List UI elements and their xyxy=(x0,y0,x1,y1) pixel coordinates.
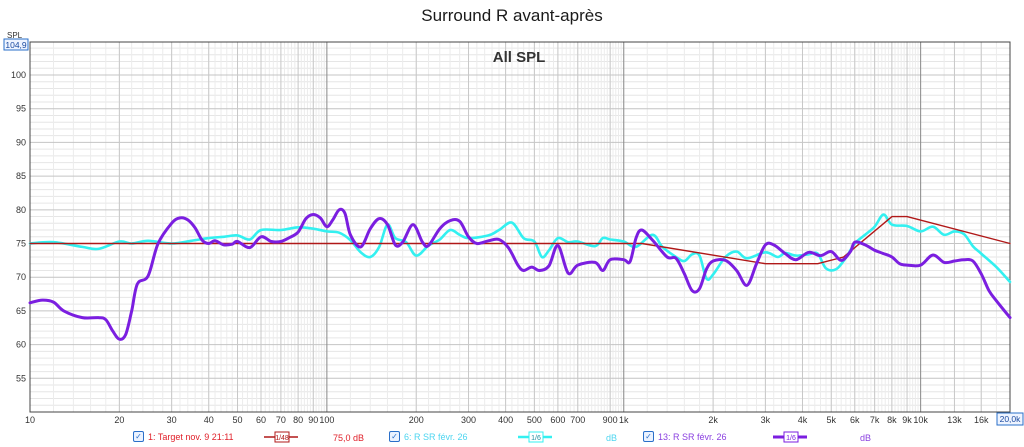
smoothing-swatch-series-13[interactable]: 1/6 xyxy=(773,431,807,443)
legend-value-target: 75,0 dB xyxy=(333,433,365,443)
x-tick-label: 80 xyxy=(293,415,303,425)
x-tick-label: 100 xyxy=(319,415,334,425)
series-line-2 xyxy=(28,207,1012,341)
x-tick-label: 2k xyxy=(708,415,718,425)
y-tick-label: 95 xyxy=(16,104,26,114)
x-tick-label: 10 xyxy=(25,415,35,425)
x-tick-label: 500 xyxy=(527,415,542,425)
checkbox-icon[interactable]: ✓ xyxy=(389,431,400,442)
y-tick-label: 65 xyxy=(16,306,26,316)
x-tick-label: 1k xyxy=(619,415,629,425)
legend-item-series-6[interactable]: ✓ 6: R SR févr. 26 xyxy=(389,431,468,442)
x-tick-label: 7k xyxy=(870,415,880,425)
x-tick-label: 30 xyxy=(167,415,177,425)
x-tick-label: 60 xyxy=(256,415,266,425)
x-tick-label: 20 xyxy=(114,415,124,425)
y-tick-label: 60 xyxy=(16,340,26,350)
smoothing-label: 1/48 xyxy=(275,435,289,442)
chart-subtitle: All SPL xyxy=(493,49,546,66)
y-tick-label: 85 xyxy=(16,171,26,181)
legend-value-series-13: dB xyxy=(860,433,872,443)
x-tick-label: 40 xyxy=(204,415,214,425)
legend-value-series-6: dB xyxy=(606,433,618,443)
y-tick-label: 100 xyxy=(11,70,26,80)
x-tick-label: 700 xyxy=(570,415,585,425)
y-tick-label: 80 xyxy=(16,205,26,215)
y-tick-label: 55 xyxy=(16,373,26,383)
x-tick-label: 8k xyxy=(887,415,897,425)
smoothing-swatch-target[interactable]: 1/48 xyxy=(264,431,298,443)
x-tick-label: 3k xyxy=(761,415,771,425)
legend: ✓ 1: Target nov. 9 21:11 1/48 75,0 dB ✓ … xyxy=(0,428,1024,447)
x-tick-label: 16k xyxy=(974,415,989,425)
smoothing-label: 1/6 xyxy=(531,435,541,442)
y-tick-label: 75 xyxy=(16,239,26,249)
smoothing-swatch-series-6[interactable]: 1/6 xyxy=(518,431,552,443)
x-tick-label: 200 xyxy=(409,415,424,425)
series-line-0 xyxy=(29,215,1011,265)
x-tick-label: 4k xyxy=(798,415,808,425)
x-tick-label: 9k xyxy=(902,415,912,425)
x-tick-label: 13k xyxy=(947,415,962,425)
x-tick-label: 70 xyxy=(276,415,286,425)
x-tick-label: 90 xyxy=(308,415,318,425)
checkbox-icon[interactable]: ✓ xyxy=(133,431,144,442)
legend-label: 13: R SR févr. 26 xyxy=(658,431,727,442)
checkbox-icon[interactable]: ✓ xyxy=(643,431,654,442)
legend-item-series-13[interactable]: ✓ 13: R SR févr. 26 xyxy=(643,431,727,442)
legend-label: 6: R SR févr. 26 xyxy=(404,431,468,442)
x-tick-label: 600 xyxy=(550,415,565,425)
smoothing-label: 1/6 xyxy=(786,435,796,442)
x-tick-label: 400 xyxy=(498,415,513,425)
y-tick-label: 90 xyxy=(16,137,26,147)
legend-item-target[interactable]: ✓ 1: Target nov. 9 21:11 xyxy=(133,431,234,442)
y-top-readout[interactable]: 104,9 xyxy=(3,38,29,51)
x-tick-label: 50 xyxy=(233,415,243,425)
x-end-readout[interactable]: 20,0k xyxy=(996,412,1024,426)
series-line-1 xyxy=(28,213,1012,284)
x-tick-label: 300 xyxy=(461,415,476,425)
x-tick-label: 10k xyxy=(913,415,928,425)
chart-title: Surround R avant-après xyxy=(421,6,603,25)
y-axis-unit-label: SPL xyxy=(7,31,23,40)
x-tick-label: 900 xyxy=(603,415,618,425)
x-tick-label: 5k xyxy=(827,415,837,425)
y-top-readout-text: 104,9 xyxy=(5,40,27,50)
y-tick-label: 70 xyxy=(16,272,26,282)
x-tick-label: 6k xyxy=(850,415,860,425)
legend-label: 1: Target nov. 9 21:11 xyxy=(148,431,234,442)
x-end-readout-text: 20,0k xyxy=(1000,414,1022,424)
